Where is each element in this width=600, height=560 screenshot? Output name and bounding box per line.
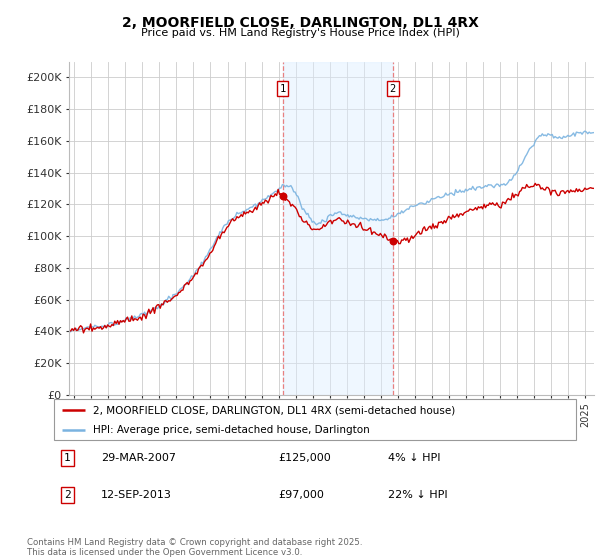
Text: 2: 2	[64, 490, 70, 500]
Text: 2, MOORFIELD CLOSE, DARLINGTON, DL1 4RX: 2, MOORFIELD CLOSE, DARLINGTON, DL1 4RX	[122, 16, 478, 30]
Text: 29-MAR-2007: 29-MAR-2007	[101, 453, 176, 463]
Point	[278, 192, 287, 201]
Text: £97,000: £97,000	[278, 490, 325, 500]
Text: Contains HM Land Registry data © Crown copyright and database right 2025.
This d: Contains HM Land Registry data © Crown c…	[27, 538, 362, 557]
Text: 12-SEP-2013: 12-SEP-2013	[101, 490, 172, 500]
Bar	[283, 62, 393, 395]
Text: 22% ↓ HPI: 22% ↓ HPI	[388, 490, 448, 500]
Text: 2: 2	[390, 83, 396, 94]
FancyBboxPatch shape	[54, 399, 576, 440]
Text: 4% ↓ HPI: 4% ↓ HPI	[388, 453, 440, 463]
Text: 1: 1	[280, 83, 286, 94]
Text: 1: 1	[64, 453, 70, 463]
Text: Price paid vs. HM Land Registry's House Price Index (HPI): Price paid vs. HM Land Registry's House …	[140, 28, 460, 38]
Text: 2, MOORFIELD CLOSE, DARLINGTON, DL1 4RX (semi-detached house): 2, MOORFIELD CLOSE, DARLINGTON, DL1 4RX …	[93, 405, 455, 415]
Point	[388, 236, 398, 245]
Text: HPI: Average price, semi-detached house, Darlington: HPI: Average price, semi-detached house,…	[93, 424, 370, 435]
Text: £125,000: £125,000	[278, 453, 331, 463]
